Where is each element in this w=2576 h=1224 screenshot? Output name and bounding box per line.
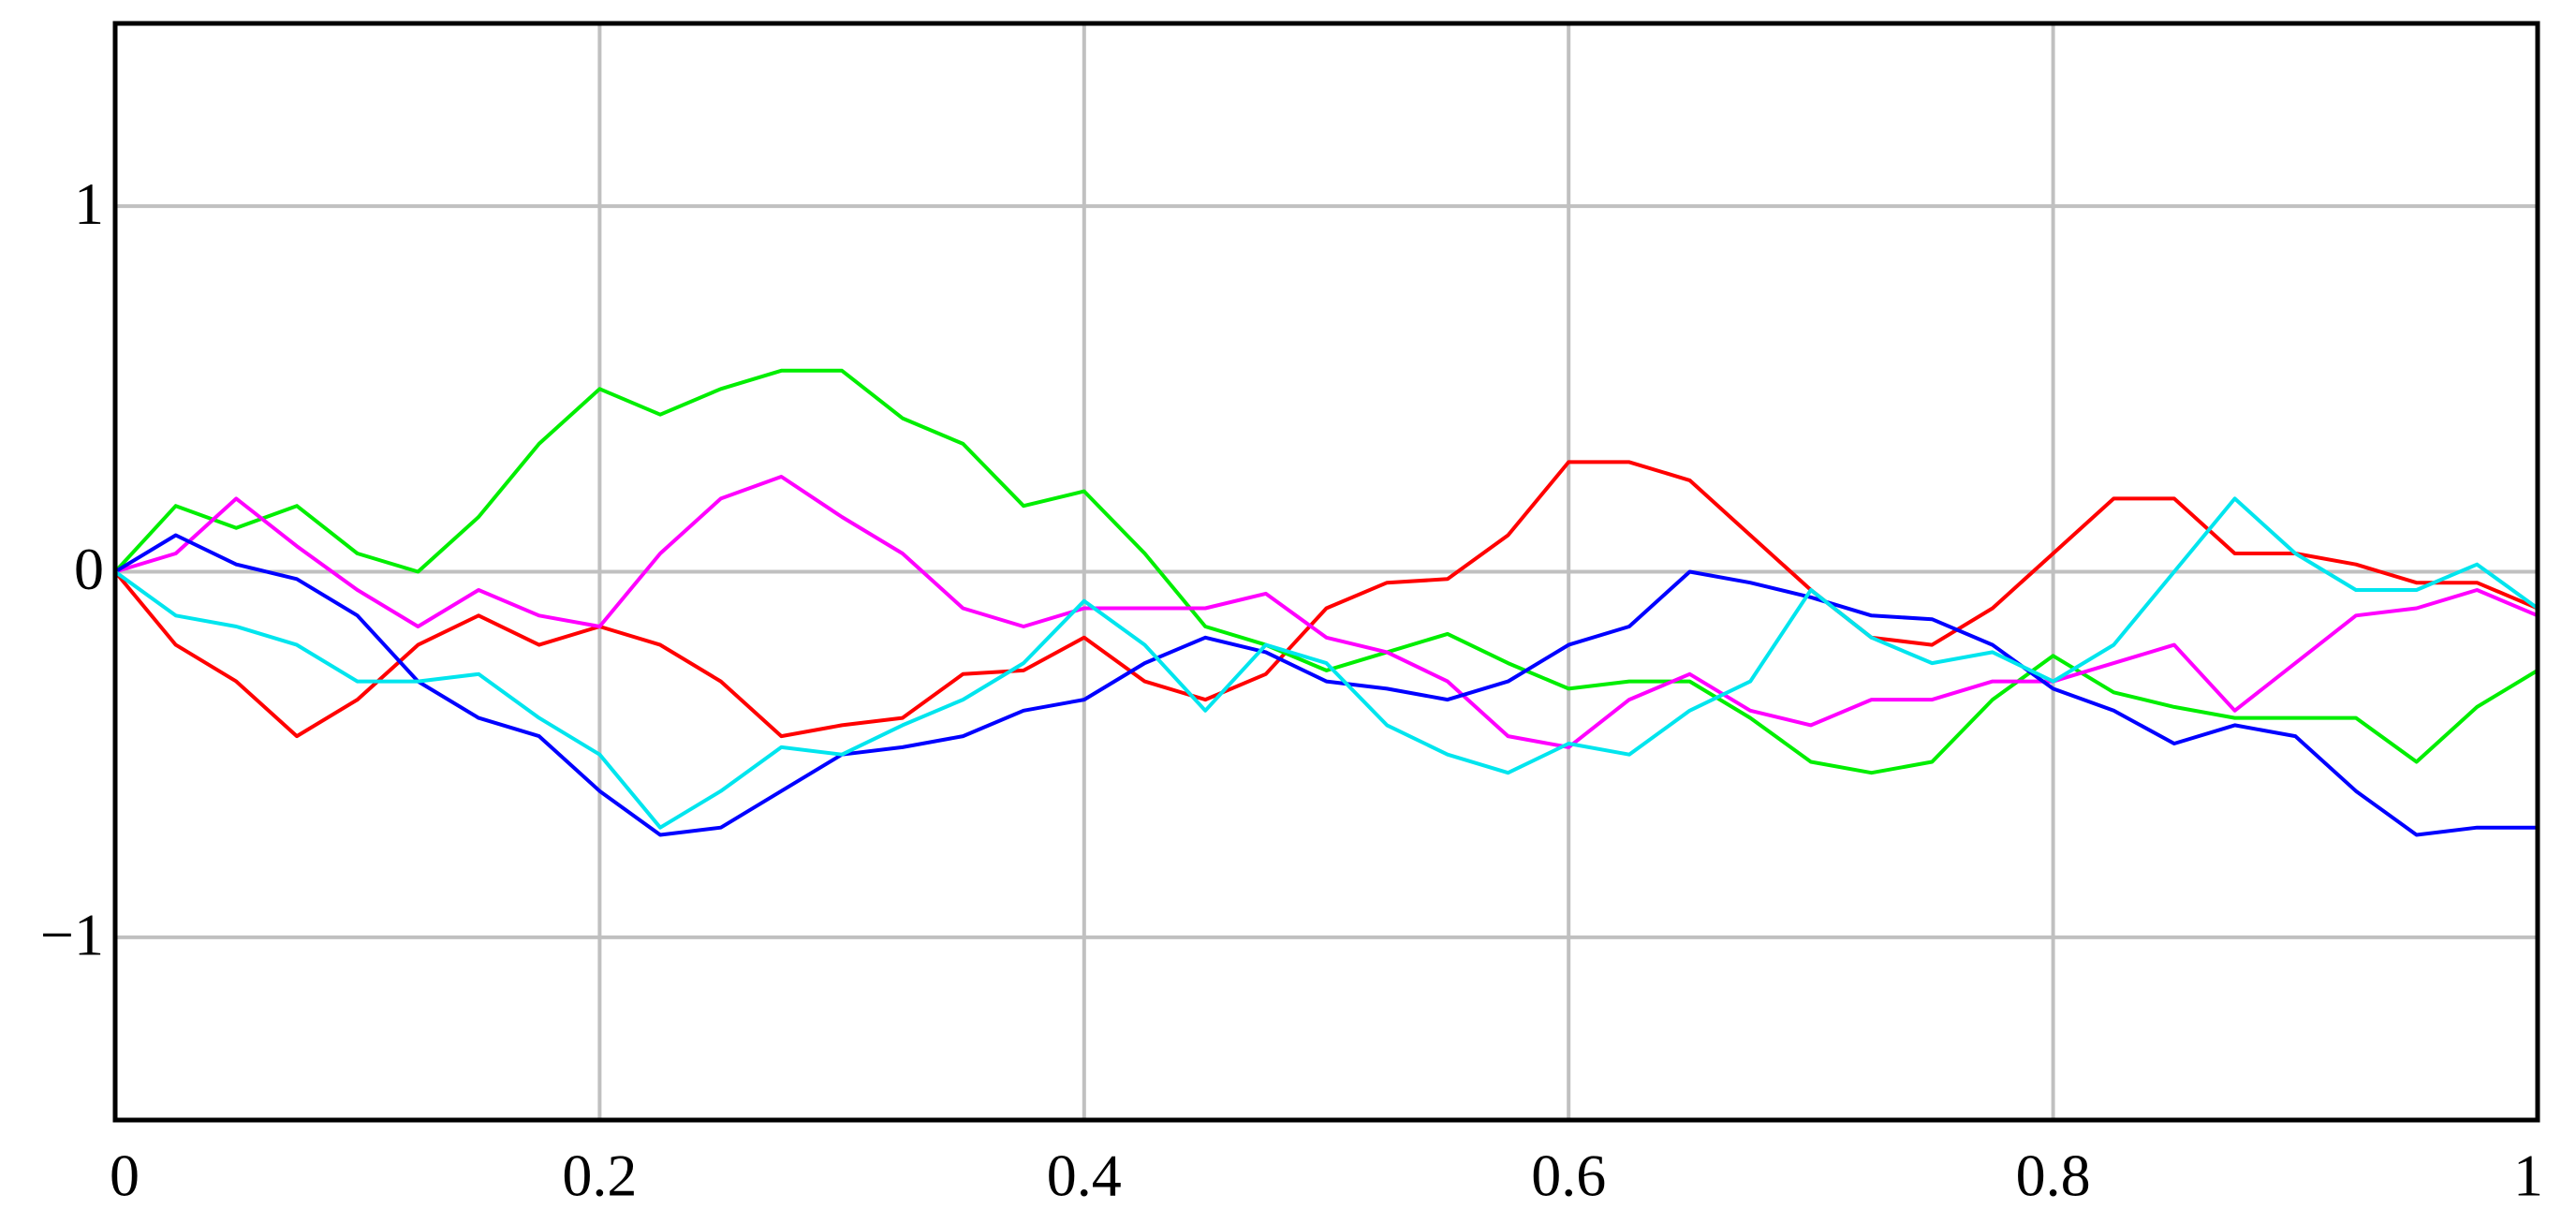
series-line — [114, 475, 2539, 749]
series-line — [113, 460, 2539, 739]
y-tick-label: 0 — [74, 536, 104, 602]
x-tick-label: 0.6 — [1531, 1143, 1606, 1209]
x-tick-label: 0.4 — [1047, 1143, 1122, 1209]
plot-frame — [112, 21, 2540, 1123]
x-tick-label: 0.2 — [562, 1143, 637, 1209]
series-line — [113, 496, 2539, 830]
labels: −1 0 1 0 0.2 0.4 0.6 0.8 1 — [40, 170, 2543, 1209]
series-line — [113, 368, 2539, 775]
series-line — [113, 533, 2538, 837]
x-tick-label: 1 — [2513, 1143, 2543, 1209]
x-tick-label: 0 — [110, 1143, 140, 1209]
x-tick-label: 0.8 — [2016, 1143, 2091, 1209]
y-tick-label: 1 — [74, 170, 104, 237]
y-tick-label: −1 — [40, 902, 104, 968]
lines — [113, 368, 2539, 837]
